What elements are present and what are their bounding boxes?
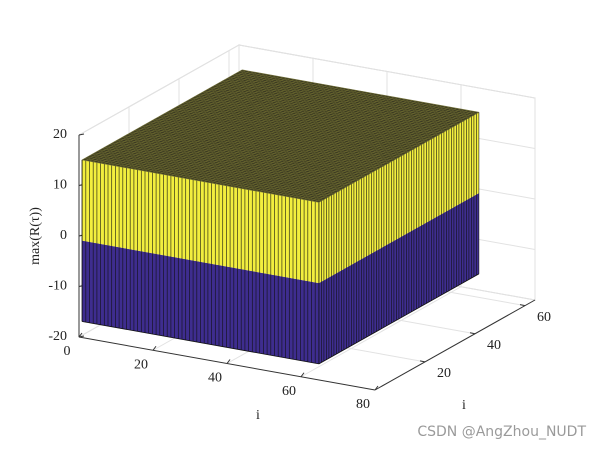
mesh-line bbox=[159, 115, 397, 160]
mesh-line bbox=[154, 118, 392, 162]
mesh-line bbox=[167, 111, 404, 155]
mesh-line bbox=[182, 103, 419, 147]
mesh-line bbox=[234, 73, 472, 117]
mesh-line bbox=[112, 142, 349, 186]
mesh-line bbox=[199, 93, 437, 137]
mesh-line bbox=[242, 69, 479, 113]
mesh-line bbox=[222, 80, 459, 124]
z-tick bbox=[78, 133, 85, 136]
z-tick bbox=[78, 335, 85, 338]
mesh-line bbox=[152, 120, 389, 164]
x-tick bbox=[300, 372, 305, 378]
mesh-line bbox=[117, 139, 354, 183]
mesh-line bbox=[219, 82, 457, 126]
mesh-line bbox=[172, 108, 409, 152]
mesh-line bbox=[184, 101, 422, 145]
mesh-line bbox=[162, 114, 399, 158]
mesh-line bbox=[119, 138, 357, 182]
mesh-line bbox=[122, 137, 359, 181]
mesh-line bbox=[189, 99, 427, 143]
mesh-line bbox=[194, 96, 432, 140]
mesh-line bbox=[239, 70, 477, 115]
box-edge bbox=[318, 273, 480, 365]
mesh-line bbox=[102, 148, 339, 192]
mesh-line bbox=[212, 86, 449, 130]
z-tick-label: 10 bbox=[53, 178, 67, 193]
mesh-line bbox=[207, 89, 444, 133]
mesh-line bbox=[142, 125, 379, 169]
y-tick bbox=[469, 332, 476, 335]
mesh-line bbox=[134, 130, 372, 174]
mesh-line bbox=[147, 122, 384, 167]
mesh-line bbox=[129, 132, 367, 176]
mesh-line bbox=[237, 72, 474, 116]
mesh bbox=[81, 69, 480, 364]
x-tick-label: 60 bbox=[282, 384, 296, 399]
mesh-line bbox=[169, 110, 407, 154]
mesh-line bbox=[192, 97, 429, 141]
x-tick-label: 80 bbox=[356, 397, 370, 412]
mesh-line bbox=[202, 92, 439, 136]
y-tick bbox=[519, 304, 526, 307]
mesh-line bbox=[89, 155, 327, 199]
x-tick bbox=[78, 332, 83, 338]
mesh-line bbox=[87, 156, 324, 200]
mesh-line bbox=[127, 134, 364, 178]
mesh-line bbox=[157, 117, 394, 161]
mesh-line bbox=[224, 79, 462, 123]
mesh-line bbox=[99, 149, 337, 193]
mesh-line bbox=[94, 152, 332, 196]
mesh-line bbox=[92, 153, 329, 197]
mesh-line bbox=[132, 131, 369, 175]
mesh-line bbox=[82, 159, 319, 203]
mesh-line bbox=[204, 90, 442, 134]
x-axis-label: i bbox=[256, 408, 260, 423]
y-tick-label: 20 bbox=[437, 366, 451, 381]
z-tick-label: -10 bbox=[48, 279, 67, 294]
x-tick-label: 20 bbox=[134, 357, 148, 372]
x-tick bbox=[226, 359, 231, 364]
mesh-line bbox=[124, 135, 362, 179]
mesh-line bbox=[177, 106, 414, 150]
mesh-line bbox=[214, 85, 452, 129]
x-tick-label: 40 bbox=[208, 371, 222, 386]
mesh-line bbox=[174, 107, 412, 151]
mesh-line bbox=[164, 113, 402, 157]
z-tick-label: 20 bbox=[53, 127, 67, 142]
mesh-line bbox=[187, 100, 424, 144]
grid-line bbox=[300, 286, 462, 378]
box-edge bbox=[82, 321, 319, 365]
x-tick bbox=[152, 345, 157, 351]
z-axis-label: max(R(τ)) bbox=[28, 207, 43, 265]
mesh-line bbox=[232, 75, 469, 119]
mesh-line bbox=[107, 145, 344, 189]
mesh-line bbox=[84, 158, 322, 202]
z-tick-label: -20 bbox=[48, 329, 67, 344]
mesh-line bbox=[114, 141, 352, 185]
mesh-line bbox=[229, 76, 467, 120]
mesh-line bbox=[179, 104, 417, 148]
mesh-line bbox=[139, 127, 377, 171]
y-axis-label: i bbox=[462, 398, 466, 413]
y-axis bbox=[374, 299, 536, 391]
mesh-line bbox=[144, 124, 382, 168]
x-tick bbox=[374, 385, 379, 391]
mesh-line bbox=[97, 151, 334, 195]
mesh-line bbox=[149, 121, 387, 165]
mesh-line bbox=[197, 94, 434, 138]
y-tick-label: 60 bbox=[537, 310, 551, 325]
y-tick bbox=[419, 360, 426, 363]
mesh-line bbox=[209, 87, 447, 131]
mesh-line bbox=[217, 83, 454, 127]
z-tick-label: 0 bbox=[60, 228, 67, 243]
grid-line bbox=[78, 44, 240, 136]
mesh-line bbox=[104, 146, 342, 190]
mesh-line bbox=[109, 144, 347, 188]
watermark: CSDN @AngZhou_NUDT bbox=[417, 424, 586, 440]
y-tick-label: 40 bbox=[487, 338, 501, 353]
mesh-line bbox=[227, 77, 464, 122]
x-tick-label: 0 bbox=[64, 344, 71, 359]
mesh-line bbox=[137, 128, 374, 172]
